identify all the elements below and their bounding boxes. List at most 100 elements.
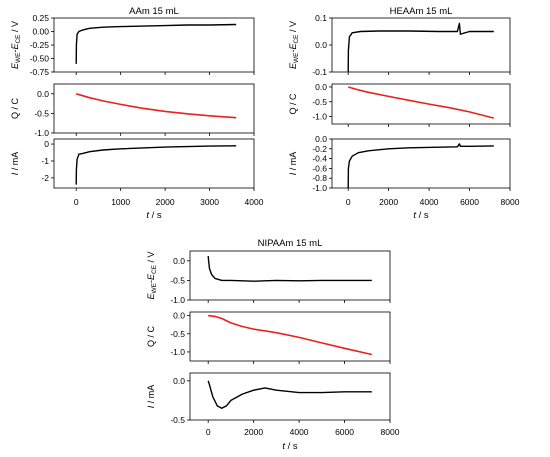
chart2-current-panel: -1.0-0.8-0.6-0.4-0.20.0 I / mA (288, 134, 511, 193)
xlabel-unit: / s (149, 210, 162, 221)
ylabel-text: Q / C (288, 93, 298, 115)
chart2-xtick-label: 4000 (420, 197, 439, 207)
chart2-potential-panel-frame (331, 17, 511, 73)
chart2-current-panel-ytick-label: -0.8 (312, 173, 327, 183)
chart2-potential-panel-ytick-label: 0.1 (315, 13, 327, 23)
chart2-potential-panel-series-line (347, 22, 494, 73)
chart2-potential-panel-ytick-label: 0.0 (315, 40, 327, 50)
ylabel-symbol: E (288, 43, 298, 50)
chart2-current-panel-series-line (347, 143, 494, 189)
ylabel-symbol: I (146, 405, 156, 408)
chart1-charge-panel-ytick-label: -0.5 (34, 108, 49, 118)
ylabel-subscript: WE (293, 52, 300, 63)
chart3-xtick-label: 0 (206, 427, 211, 437)
chart2-potential-panel-ytick-label: -0.1 (312, 67, 327, 77)
chart2-potential-panel: -0.1 0.0 0.1 EWE-ECE / V (288, 13, 511, 77)
chart3-potential-panel-ylabel: EWE-ECE / V (146, 251, 158, 299)
chart2-current-panel-ytick-label: -0.2 (312, 144, 327, 154)
chart2-xtick-label: 2000 (379, 197, 398, 207)
chart2-potential-panel-ylabel: EWE-ECE / V (288, 21, 300, 69)
chart1-xtick-label: 4000 (245, 197, 264, 207)
xlabel-symbol: t (146, 210, 149, 221)
chart3-charge-panel-series-line (208, 314, 372, 356)
xlabel-symbol: t (413, 210, 416, 221)
chart3-xtick-label: 6000 (335, 427, 354, 437)
chart3-potential-panel-ytick-label: -0.5 (170, 275, 185, 285)
chart3-potential-panel-ytick-label: -1.0 (170, 295, 185, 305)
chart1: AAm 15 mL-0.75-0.50-0.250.000.25EWE-ECE … (10, 6, 264, 221)
chart1-title: AAm 15 mL (129, 6, 179, 17)
chart1-charge-panel-series-line (75, 93, 237, 119)
chart2-xlabel: t / s (413, 210, 429, 221)
chart2-charge-panel-frame (331, 83, 511, 125)
chart1-potential-panel-ylabel: EWE-ECE / V (10, 21, 22, 69)
ylabel-unit: / V (10, 21, 20, 35)
chart1-charge-panel: -1.0 -0.5 0.0 Q / C (10, 83, 255, 138)
chart3-charge-panel-ylabel: Q / C (146, 326, 156, 348)
chart1-xtick-label: 2000 (156, 197, 175, 207)
chart1-xtick-label: 3000 (200, 197, 219, 207)
chart2-charge-panel-ytick-label: 0.0 (315, 82, 327, 92)
ylabel-symbol: E (288, 62, 298, 69)
chart1-potential-panel-ytick-label: -0.75 (30, 67, 50, 77)
ylabel-unit: / mA (146, 385, 156, 406)
chart1-current-panel-frame (53, 138, 255, 189)
chart3-current-panel: -0.5 0.0 I / mA (146, 372, 391, 425)
ylabel-dash: - (10, 50, 20, 53)
chart3-current-panel-ytick-label: -0.5 (170, 415, 185, 425)
chart1-xlabel: t / s (146, 210, 162, 221)
chart2-current-panel-ytick-label: -0.4 (312, 154, 327, 164)
chart3-charge-panel-ytick-label: 0.0 (173, 311, 185, 321)
chart3-charge-panel: -1.0 -0.5 0.0 Q / C (146, 311, 391, 364)
chart1-xtick-label: 0 (74, 197, 79, 207)
chart1-charge-panel-ytick-label: 0.0 (37, 89, 49, 99)
chart2-current-panel-ylabel: I / mA (288, 152, 298, 176)
chart3-charge-panel-ytick-label: -1.0 (170, 347, 185, 357)
ylabel-symbol: E (146, 273, 156, 280)
chart2-charge-panel-ytick-label: -0.5 (312, 97, 327, 107)
chart1-current-panel-ylabel: I / mA (10, 152, 20, 176)
xlabel-symbol: t (282, 441, 285, 452)
ylabel-unit: / mA (288, 152, 298, 173)
chart3-current-panel-series-line (207, 380, 372, 409)
xlabel-unit: / s (285, 441, 298, 452)
chart1-xtick-label: 1000 (111, 197, 130, 207)
chart2-current-panel-ytick-label: 0.0 (315, 134, 327, 144)
chart1-current-panel-ytick-label: -2 (41, 173, 49, 183)
ylabel-text: Q / C (146, 326, 156, 348)
chart2-xtick-label: 6000 (460, 197, 479, 207)
ylabel-symbol: I (288, 172, 298, 175)
ylabel-unit: / V (288, 21, 298, 35)
chart2-current-panel-frame (331, 138, 511, 189)
chart3-potential-panel-series-line (207, 256, 372, 282)
ylabel-unit: / mA (10, 152, 20, 173)
chart2-charge-panel: -1.0 -0.5 0.0 Q / C (288, 82, 511, 127)
chart2-xtick-label: 8000 (501, 197, 520, 207)
chart3-xlabel: t / s (282, 441, 298, 452)
chart1-current-panel-ytick-label: 0 (44, 139, 49, 149)
chart1-charge-panel-ytick-label: -1.0 (34, 128, 49, 138)
chart3-current-panel-ylabel: I / mA (146, 385, 156, 409)
chart3-xtick-label: 2000 (244, 427, 263, 437)
chart1-current-panel: -2 -1 0 I / mA (10, 138, 255, 191)
ylabel-dash: - (288, 50, 298, 53)
chart1-charge-panel-frame (53, 83, 255, 134)
chart2-charge-panel-ylabel: Q / C (288, 93, 298, 115)
chart1-potential-panel-ytick-label: -0.50 (30, 54, 50, 64)
ylabel-subscript: CE (15, 34, 22, 44)
chart1-potential-panel-ytick-label: 0.00 (32, 27, 49, 37)
ylabel-symbol: I (10, 172, 20, 175)
chart3-potential-panel-frame (189, 250, 391, 301)
chart1-current-panel-ytick-label: -1 (41, 156, 49, 166)
chart2-xtick-label: 0 (346, 197, 351, 207)
chart2-title: HEAAm 15 mL (390, 6, 453, 17)
chart1-current-panel-series-line (75, 145, 237, 185)
chart1-potential-panel-series-line (75, 23, 237, 64)
ylabel-symbol: E (146, 293, 156, 300)
ylabel-dash: - (146, 280, 156, 283)
